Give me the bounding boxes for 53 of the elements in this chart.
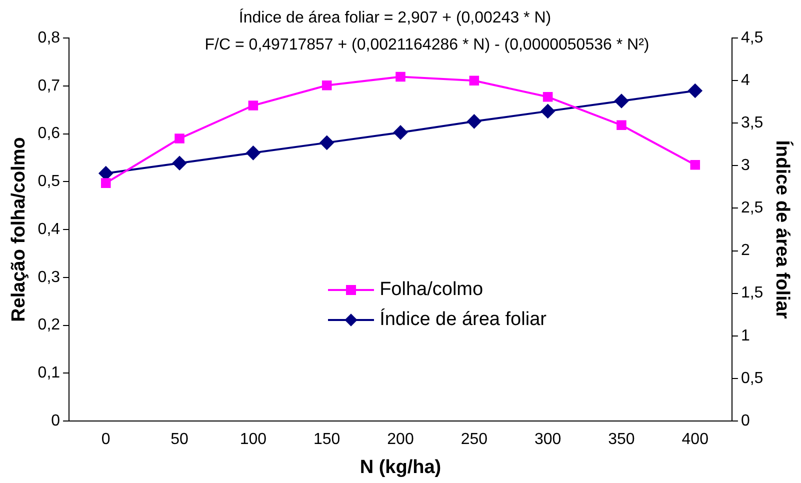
y-axis-title: Relação folha/colmo — [8, 137, 30, 322]
y-tick-label: 0,3 — [38, 268, 60, 286]
x-tick-label: 200 — [387, 431, 414, 448]
y-tick-label: 0,1 — [38, 364, 60, 382]
point — [688, 84, 702, 98]
annotation: F/C = 0,49717857 + (0,0021164286 * N) - (0,0000050536 * N²) — [204, 36, 650, 54]
point — [396, 72, 406, 82]
y2-tick-label: 1,5 — [740, 284, 764, 302]
point — [100, 178, 111, 188]
y2-tick-label: 2,5 — [740, 200, 764, 217]
y-tick-label: 0,6 — [38, 125, 60, 142]
x-axis-title: N (kg/ha) — [360, 456, 442, 478]
y2-tick-label: 2 — [740, 242, 750, 260]
point — [246, 146, 260, 160]
x-tick-label: 250 — [460, 431, 488, 448]
point — [322, 80, 332, 90]
point — [614, 94, 628, 108]
legend-label: Índice de área foliar — [380, 309, 546, 332]
x-tick-label: 350 — [608, 431, 635, 448]
x-tick-label: 50 — [170, 431, 189, 448]
y2-tick-label: 4 — [740, 72, 750, 89]
y-tick-label: 0,5 — [38, 173, 60, 190]
y2-tick-label: 0 — [740, 412, 750, 430]
x-tick-label: 150 — [313, 431, 340, 448]
legend-label: Folha/colmo — [380, 279, 484, 302]
point — [98, 166, 113, 180]
point — [320, 136, 334, 150]
y-tick-label: 0,8 — [38, 29, 60, 46]
point — [690, 160, 700, 170]
point — [616, 120, 626, 130]
point — [469, 76, 480, 86]
y2-tick-label: 0,5 — [740, 370, 764, 387]
point — [172, 156, 187, 170]
text: Índice de área foliar = 2,907 + (0,00243 * N) — [238, 8, 552, 26]
y2-tick-label: 1 — [740, 327, 750, 344]
y-tick-label: 0,7 — [38, 77, 60, 94]
y2-tick-label: 3,5 — [740, 114, 764, 132]
x-tick-label: 0 — [101, 431, 110, 448]
y-tick-label: 0,4 — [38, 220, 60, 238]
x-tick-label: 400 — [682, 431, 709, 448]
point — [540, 104, 555, 118]
y2-tick-label: 3 — [740, 157, 750, 174]
x-tick-label: 300 — [534, 431, 562, 448]
point — [174, 134, 184, 144]
point — [248, 100, 258, 110]
y2-tick-label: 4,5 — [740, 29, 764, 46]
y-tick-label: 0,2 — [38, 316, 60, 334]
point — [394, 125, 408, 140]
y2-axis-title: Índice de área foliar — [771, 140, 794, 320]
x-tick-label: 100 — [240, 431, 267, 448]
y-tick-label: 0 — [51, 412, 60, 430]
point — [467, 114, 482, 128]
point — [542, 92, 553, 102]
